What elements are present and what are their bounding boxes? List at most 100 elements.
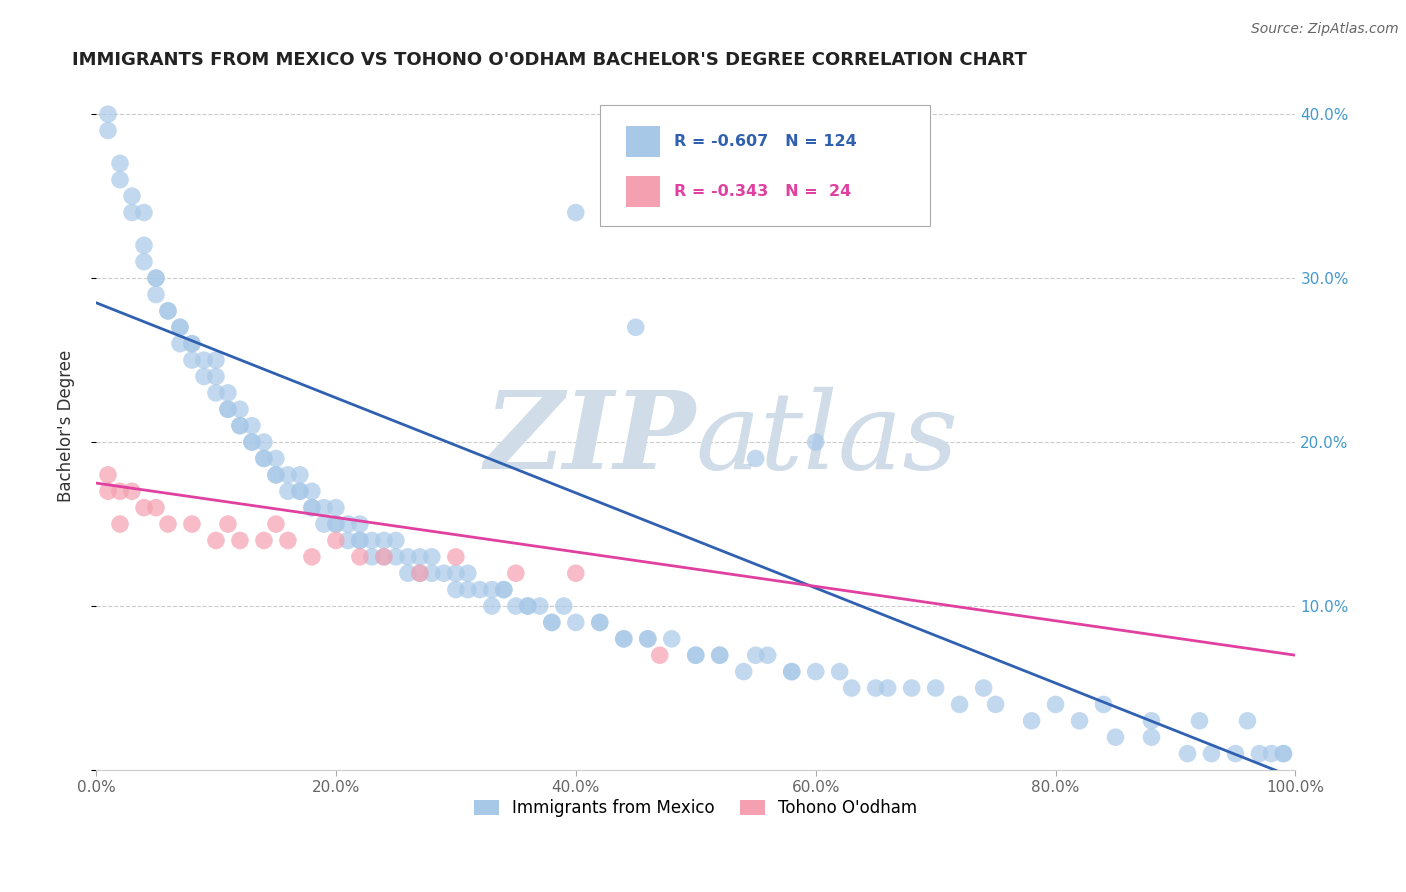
- Point: [409, 566, 432, 581]
- Point: [181, 353, 204, 368]
- Point: [492, 582, 515, 597]
- Point: [540, 615, 562, 630]
- Point: [132, 500, 155, 515]
- Point: [336, 517, 359, 532]
- Point: [804, 435, 827, 450]
- Point: [325, 517, 347, 532]
- Point: [481, 582, 503, 597]
- Point: [396, 549, 419, 564]
- Point: [1260, 747, 1282, 761]
- Point: [396, 566, 419, 581]
- Point: [468, 582, 491, 597]
- Point: [181, 336, 204, 351]
- Point: [1092, 698, 1115, 712]
- Point: [841, 681, 863, 695]
- Point: [217, 517, 239, 532]
- Point: [349, 533, 371, 548]
- Point: [457, 582, 479, 597]
- Point: [181, 336, 204, 351]
- Point: [385, 549, 408, 564]
- Point: [264, 467, 287, 482]
- Text: ZIP: ZIP: [484, 386, 696, 492]
- Point: [277, 533, 299, 548]
- Point: [685, 648, 707, 663]
- Point: [876, 681, 898, 695]
- Point: [156, 517, 179, 532]
- Point: [240, 418, 263, 433]
- Point: [444, 566, 467, 581]
- Point: [145, 271, 167, 285]
- Y-axis label: Bachelor's Degree: Bachelor's Degree: [58, 350, 75, 502]
- Point: [624, 320, 647, 334]
- Point: [121, 205, 143, 219]
- Point: [264, 467, 287, 482]
- Point: [325, 533, 347, 548]
- Point: [97, 107, 120, 121]
- Point: [565, 566, 588, 581]
- Point: [516, 599, 538, 613]
- Point: [828, 665, 851, 679]
- Point: [121, 189, 143, 203]
- Bar: [626, 176, 659, 207]
- Point: [744, 451, 766, 466]
- Point: [217, 385, 239, 400]
- Bar: [626, 126, 659, 157]
- Point: [1249, 747, 1271, 761]
- Point: [433, 566, 456, 581]
- Point: [264, 517, 287, 532]
- Point: [132, 238, 155, 252]
- Point: [924, 681, 946, 695]
- Point: [709, 648, 731, 663]
- Point: [121, 484, 143, 499]
- Point: [301, 500, 323, 515]
- Point: [1140, 714, 1163, 728]
- Point: [288, 484, 311, 499]
- Text: Source: ZipAtlas.com: Source: ZipAtlas.com: [1251, 22, 1399, 37]
- Point: [253, 451, 276, 466]
- Point: [325, 517, 347, 532]
- Point: [1045, 698, 1067, 712]
- Text: R = -0.607   N = 124: R = -0.607 N = 124: [673, 134, 856, 149]
- Point: [1021, 714, 1043, 728]
- Point: [661, 632, 683, 646]
- Text: atlas: atlas: [696, 387, 959, 492]
- Point: [229, 418, 252, 433]
- Point: [132, 254, 155, 268]
- Point: [156, 304, 179, 318]
- Point: [709, 648, 731, 663]
- Point: [648, 648, 671, 663]
- Point: [205, 533, 228, 548]
- Point: [97, 467, 120, 482]
- Point: [420, 549, 443, 564]
- Point: [744, 648, 766, 663]
- Point: [516, 599, 538, 613]
- Point: [804, 665, 827, 679]
- Legend: Immigrants from Mexico, Tohono O'odham: Immigrants from Mexico, Tohono O'odham: [467, 792, 924, 823]
- Point: [193, 353, 215, 368]
- Point: [444, 549, 467, 564]
- Point: [589, 615, 612, 630]
- Point: [108, 484, 131, 499]
- Point: [949, 698, 972, 712]
- FancyBboxPatch shape: [600, 105, 929, 226]
- Point: [1272, 747, 1295, 761]
- Point: [205, 385, 228, 400]
- Point: [481, 599, 503, 613]
- Point: [1225, 747, 1247, 761]
- Point: [217, 402, 239, 417]
- Point: [360, 533, 382, 548]
- Point: [613, 632, 636, 646]
- Point: [373, 549, 395, 564]
- Point: [349, 549, 371, 564]
- Point: [325, 500, 347, 515]
- Point: [1272, 747, 1295, 761]
- Point: [301, 500, 323, 515]
- Point: [132, 205, 155, 219]
- Point: [288, 484, 311, 499]
- Point: [1069, 714, 1091, 728]
- Point: [97, 123, 120, 137]
- Point: [277, 484, 299, 499]
- Point: [253, 451, 276, 466]
- Point: [205, 353, 228, 368]
- Point: [312, 517, 335, 532]
